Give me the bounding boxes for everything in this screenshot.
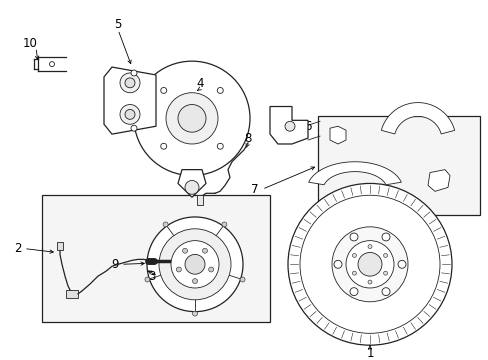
Circle shape [202, 248, 207, 253]
Text: 9: 9 [111, 258, 119, 271]
Circle shape [381, 288, 389, 296]
Circle shape [192, 311, 197, 316]
Text: 1: 1 [366, 347, 373, 360]
Circle shape [125, 78, 135, 88]
Circle shape [120, 104, 140, 124]
Circle shape [176, 267, 181, 272]
Polygon shape [308, 162, 401, 185]
Text: 6: 6 [304, 120, 311, 133]
Text: 3: 3 [148, 270, 155, 283]
Circle shape [182, 248, 187, 253]
Circle shape [159, 229, 230, 300]
Polygon shape [104, 67, 156, 134]
Circle shape [165, 93, 218, 144]
Circle shape [134, 61, 249, 176]
Circle shape [299, 195, 439, 333]
Circle shape [184, 255, 204, 274]
Circle shape [240, 277, 244, 282]
Circle shape [184, 180, 199, 194]
Bar [317, 116, 479, 215]
Text: 7: 7 [251, 183, 258, 196]
Circle shape [222, 222, 226, 227]
Text: 5: 5 [114, 18, 122, 31]
Circle shape [208, 267, 213, 272]
Circle shape [349, 233, 357, 241]
Circle shape [163, 222, 168, 227]
Circle shape [381, 233, 389, 241]
Circle shape [171, 240, 219, 288]
Bar [57, 242, 63, 249]
Bar [42, 195, 269, 321]
Circle shape [331, 227, 407, 302]
Circle shape [192, 279, 197, 284]
Circle shape [131, 70, 137, 76]
Text: 8: 8 [244, 131, 251, 145]
Text: 2: 2 [14, 242, 21, 255]
Circle shape [147, 217, 243, 312]
Circle shape [367, 280, 371, 284]
Circle shape [144, 277, 150, 282]
Circle shape [397, 260, 405, 268]
Circle shape [287, 184, 451, 345]
Polygon shape [427, 170, 449, 191]
Circle shape [131, 125, 137, 131]
Bar [197, 195, 203, 205]
Circle shape [367, 244, 371, 248]
Circle shape [333, 260, 341, 268]
Circle shape [125, 109, 135, 119]
Circle shape [346, 240, 393, 288]
Polygon shape [329, 126, 346, 144]
Circle shape [383, 253, 387, 257]
Circle shape [357, 252, 381, 276]
Text: 10: 10 [22, 37, 38, 50]
Bar [66, 290, 78, 298]
Polygon shape [269, 107, 307, 144]
Circle shape [178, 104, 205, 132]
Circle shape [352, 253, 356, 257]
Polygon shape [178, 170, 205, 197]
Circle shape [285, 121, 294, 131]
Polygon shape [381, 103, 454, 134]
Text: 4: 4 [196, 77, 203, 90]
Circle shape [120, 73, 140, 93]
Circle shape [383, 271, 387, 275]
Circle shape [349, 288, 357, 296]
Circle shape [352, 271, 356, 275]
